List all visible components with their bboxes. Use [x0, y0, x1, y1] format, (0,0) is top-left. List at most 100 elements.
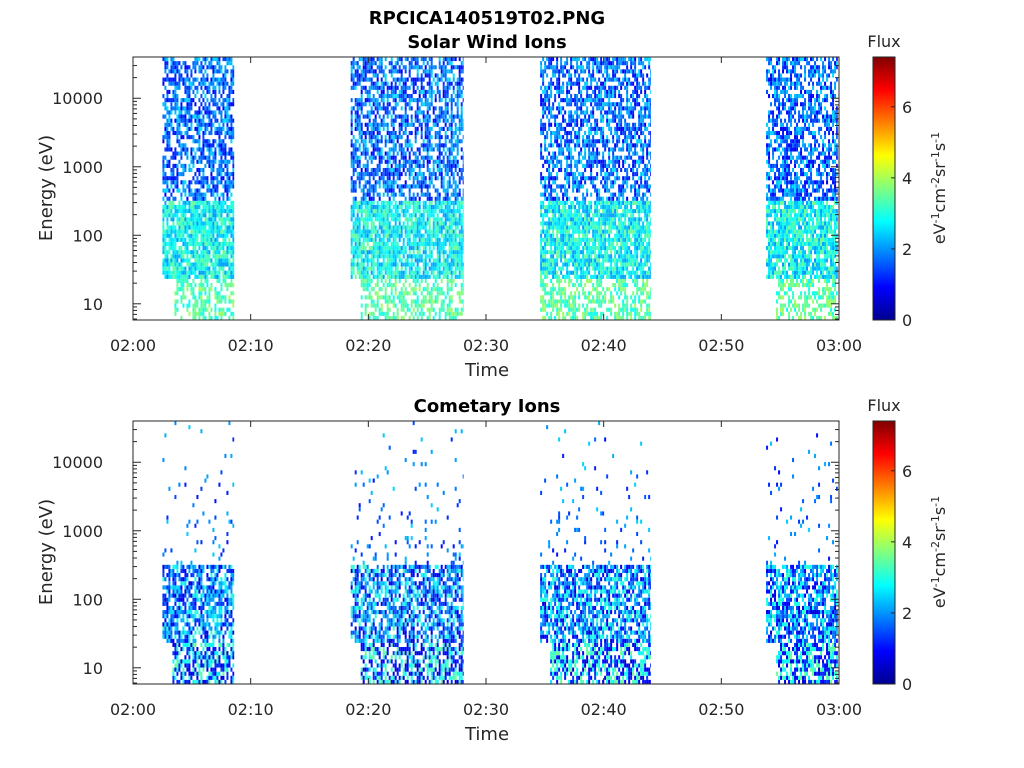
heatmap-cell	[454, 188, 457, 193]
heatmap-cell	[350, 233, 353, 238]
heatmap-cell	[184, 229, 187, 234]
heatmap-cell	[212, 69, 215, 74]
heatmap-cell	[354, 114, 357, 119]
heatmap-cell	[460, 250, 463, 255]
heatmap-cell	[172, 196, 175, 201]
heatmap-cell	[446, 204, 449, 210]
heatmap-cell	[560, 163, 563, 168]
heatmap-cell	[458, 266, 461, 271]
heatmap-cell	[580, 229, 583, 234]
heatmap-cell	[370, 135, 373, 140]
heatmap-cell	[374, 274, 377, 279]
heatmap-cell	[364, 250, 367, 255]
heatmap-cell	[456, 209, 459, 214]
heatmap-cell	[364, 196, 367, 201]
heatmap-cell	[178, 262, 181, 267]
heatmap-cell	[170, 274, 173, 279]
heatmap-cell	[438, 143, 441, 148]
heatmap-cell	[572, 204, 575, 210]
heatmap-cell	[448, 250, 451, 255]
heatmap-cell	[412, 262, 415, 267]
heatmap-cell	[360, 135, 363, 140]
heatmap-cell	[378, 102, 381, 107]
heatmap-cell	[438, 196, 441, 201]
heatmap-cell	[552, 209, 555, 214]
heatmap-cell	[166, 274, 169, 279]
heatmap-cell	[190, 151, 193, 156]
heatmap-cell	[458, 241, 461, 247]
heatmap-cell	[354, 200, 357, 205]
heatmap-cell	[370, 229, 373, 234]
heatmap-cell	[576, 106, 579, 111]
heatmap-cell	[374, 283, 377, 288]
heatmap-cell	[444, 85, 447, 90]
heatmap-cell	[578, 143, 581, 148]
heatmap-cell	[362, 57, 365, 62]
heatmap-cell	[228, 93, 231, 99]
heatmap-cell	[560, 287, 563, 292]
heatmap-cell	[356, 122, 359, 127]
heatmap-cell	[574, 81, 577, 86]
heatmap-cell	[384, 110, 387, 115]
heatmap-cell	[440, 167, 443, 173]
heatmap-cell	[390, 85, 393, 90]
heatmap-cell	[422, 110, 425, 115]
heatmap-cell	[452, 180, 455, 185]
heatmap-cell	[362, 246, 365, 251]
heatmap-cell	[436, 221, 439, 226]
heatmap-cell	[384, 250, 387, 255]
heatmap-cell	[392, 110, 395, 115]
heatmap-cell	[422, 274, 425, 279]
heatmap-cell	[416, 204, 419, 210]
heatmap-cell	[574, 266, 577, 271]
heatmap-cell	[540, 283, 543, 288]
heatmap-cell	[186, 126, 189, 131]
heatmap-cell	[370, 233, 373, 238]
heatmap-cell	[376, 229, 379, 234]
heatmap-cell	[396, 176, 399, 181]
heatmap-cell	[396, 151, 399, 156]
heatmap-cell	[392, 139, 395, 144]
heatmap-cell	[460, 110, 463, 115]
heatmap-cell	[370, 246, 373, 251]
heatmap-cell	[446, 254, 449, 259]
heatmap-cell	[450, 118, 453, 123]
heatmap-cell	[360, 266, 363, 271]
heatmap-cell	[204, 241, 207, 247]
heatmap-cell	[192, 254, 195, 259]
heatmap-cell	[224, 69, 227, 74]
heatmap-cell	[374, 184, 377, 189]
heatmap-cell	[564, 209, 567, 214]
heatmap-cell	[566, 209, 569, 214]
heatmap-cell	[570, 237, 573, 242]
heatmap-cell	[402, 303, 405, 308]
heatmap-cell	[374, 233, 377, 238]
heatmap-cell	[172, 204, 175, 210]
heatmap-cell	[566, 192, 569, 197]
heatmap-cell	[380, 307, 383, 312]
heatmap-cell	[548, 180, 551, 185]
heatmap-cell	[452, 209, 455, 214]
heatmap-cell	[434, 188, 437, 193]
heatmap-cell	[192, 213, 195, 218]
heatmap-cell	[544, 89, 547, 94]
heatmap-cell	[218, 122, 221, 127]
heatmap-cell	[352, 85, 355, 90]
heatmap-cell	[222, 209, 225, 214]
heatmap-cell	[366, 172, 369, 177]
heatmap-cell	[564, 126, 567, 131]
heatmap-cell	[448, 299, 451, 304]
heatmap-cell	[380, 98, 383, 103]
heatmap-cell	[192, 135, 195, 140]
heatmap-cell	[166, 258, 169, 263]
heatmap-cell	[226, 163, 229, 168]
heatmap-cell	[450, 229, 453, 234]
heatmap-cell	[460, 217, 463, 222]
heatmap-cell	[400, 287, 403, 292]
heatmap-cell	[356, 237, 359, 242]
heatmap-cell	[220, 262, 223, 267]
heatmap-cell	[202, 192, 205, 197]
heatmap-cell	[460, 311, 463, 316]
heatmap-cell	[422, 184, 425, 189]
heatmap-cell	[420, 155, 423, 160]
